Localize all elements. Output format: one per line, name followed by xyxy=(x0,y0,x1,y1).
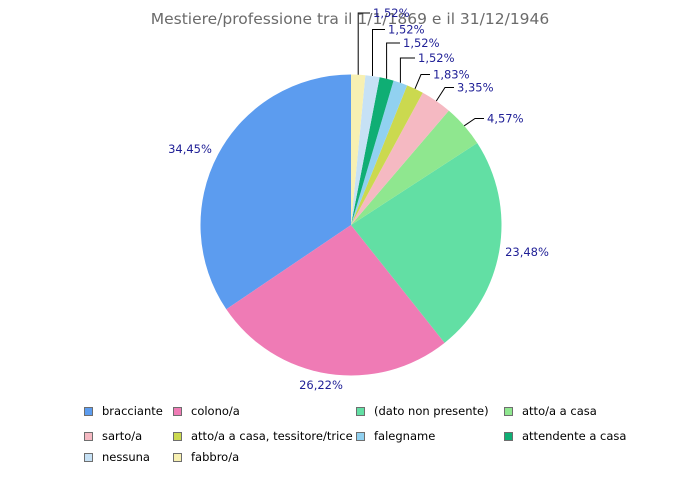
legend-item-nessuna: nessuna xyxy=(84,450,150,464)
pie-slice-atto-a-a-casa xyxy=(351,110,478,225)
legend-item-bracciante: bracciante xyxy=(84,404,163,418)
chart-title: Mestiere/professione tra il 1/1/1869 e i… xyxy=(151,10,550,28)
legend-label-sarto-a: sarto/a xyxy=(102,429,143,443)
percent-label-nessuna: 1,52% xyxy=(388,23,425,37)
legend-label-atto-a-a-casa-tessitore-trice: atto/a a casa, tessitore/trice xyxy=(191,429,353,443)
callout-line-atto-a-a-casa xyxy=(463,118,484,127)
percent-label-dato-non-presente: 23,48% xyxy=(505,245,549,259)
legend-item-fabbro-a: fabbro/a xyxy=(173,450,240,464)
legend-item-falegname: falegname xyxy=(356,429,436,443)
percent-label-bracciante: 34,45% xyxy=(168,142,212,156)
legend-swatch-sarto-a xyxy=(84,432,93,441)
legend-swatch-atto-a-a-casa-tessitore-trice xyxy=(173,432,182,441)
legend-item-atto-a-a-casa: atto/a a casa xyxy=(504,404,597,418)
percent-label-attendente-a-casa: 1,52% xyxy=(403,36,440,50)
legend-swatch-attendente-a-casa xyxy=(504,432,513,441)
legend-label-fabbro-a: fabbro/a xyxy=(191,450,240,464)
legend-label-colono-a: colono/a xyxy=(191,404,240,418)
legend-item-attendente-a-casa: attendente a casa xyxy=(504,429,627,443)
pie-slice-nessuna xyxy=(351,75,380,225)
pie-slice-atto-a-a-casa-tessitore-trice xyxy=(351,85,423,225)
legend-label-atto-a-a-casa: atto/a a casa xyxy=(522,404,597,418)
percent-label-atto-a-a-casa-tessitore-trice: 1,83% xyxy=(433,68,470,82)
legend-swatch-colono-a xyxy=(173,407,182,416)
pie-slice-dato-non-presente xyxy=(351,143,502,343)
legend-label-nessuna: nessuna xyxy=(102,450,150,464)
callout-line-sarto-a xyxy=(435,87,454,102)
legend-swatch-dato-non-presente xyxy=(356,407,365,416)
percent-label-atto-a-a-casa: 4,57% xyxy=(487,112,524,126)
percent-label-falegname: 1,52% xyxy=(418,51,455,65)
pie-slice-attendente-a-casa xyxy=(351,77,394,226)
pie-slice-fabbro-a xyxy=(351,74,366,225)
legend-item-atto-a-a-casa-tessitore-trice: atto/a a casa, tessitore/trice xyxy=(173,429,353,443)
pie-slice-colono-a xyxy=(226,225,445,376)
legend-label-attendente-a-casa: attendente a casa xyxy=(522,429,627,443)
callout-line-fabbro-a xyxy=(357,12,370,75)
pie-slice-falegname xyxy=(351,80,408,225)
percent-label-colono-a: 26,22% xyxy=(299,378,343,392)
legend-swatch-nessuna xyxy=(84,453,93,462)
pie-slice-bracciante xyxy=(200,74,351,310)
legend-swatch-falegname xyxy=(356,432,365,441)
legend-swatch-atto-a-a-casa xyxy=(504,407,513,416)
percent-label-fabbro-a: 1,52% xyxy=(373,6,410,20)
legend-item-colono-a: colono/a xyxy=(173,404,240,418)
legend-label-falegname: falegname xyxy=(374,429,436,443)
legend-swatch-fabbro-a xyxy=(173,453,182,462)
percent-label-sarto-a: 3,35% xyxy=(457,81,494,95)
callout-line-nessuna xyxy=(372,29,385,76)
callout-line-attendente-a-casa xyxy=(386,42,400,79)
callout-line-atto-a-a-casa-tessitore-trice xyxy=(414,74,430,89)
legend-swatch-bracciante xyxy=(84,407,93,416)
legend-item-dato-non-presente: (dato non presente) xyxy=(356,404,489,418)
legend-label-dato-non-presente: (dato non presente) xyxy=(374,404,489,418)
legend-label-bracciante: bracciante xyxy=(102,404,163,418)
legend-item-sarto-a: sarto/a xyxy=(84,429,143,443)
callout-line-falegname xyxy=(399,57,415,83)
pie-slice-sarto-a xyxy=(351,92,449,225)
